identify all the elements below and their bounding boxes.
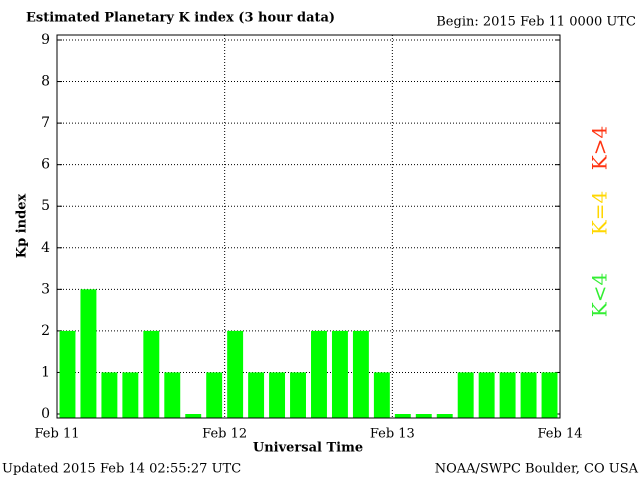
- bar: [59, 330, 76, 418]
- legend-entry: K>4: [588, 126, 612, 170]
- bar: [394, 414, 411, 418]
- legend-entry: K=4: [588, 191, 612, 235]
- legend-entry: K<4: [588, 273, 612, 317]
- bar: [269, 372, 286, 418]
- x-tick-label: Feb 12: [202, 427, 247, 442]
- bar: [290, 372, 306, 418]
- bar: [436, 414, 453, 418]
- bar: [227, 330, 244, 418]
- y-tick-label: 4: [41, 240, 50, 256]
- bar: [499, 372, 516, 418]
- bar: [352, 330, 369, 418]
- y-tick-label: 6: [41, 157, 50, 173]
- x-axis-label: Universal Time: [253, 441, 363, 456]
- footer-left: Updated 2015 Feb 14 02:55:27 UTC: [2, 462, 241, 477]
- bar: [457, 372, 474, 418]
- bar: [415, 414, 432, 418]
- x-tick-label: Feb 13: [370, 427, 415, 442]
- bar: [331, 330, 348, 418]
- y-tick-label: 0: [41, 406, 50, 422]
- y-axis-label: Kp index: [15, 194, 30, 259]
- bar: [80, 289, 97, 418]
- y-tick-label: 2: [41, 323, 50, 339]
- bar: [185, 414, 202, 418]
- y-tick-label: 9: [41, 32, 50, 48]
- begin-label: Begin: 2015 Feb 11 0000 UTC: [436, 15, 636, 30]
- bar: [311, 330, 327, 418]
- bar: [248, 372, 265, 418]
- x-tick-label: Feb 14: [538, 427, 583, 442]
- bar: [541, 372, 558, 418]
- y-tick-label: 1: [41, 364, 50, 380]
- bar: [206, 372, 223, 418]
- chart-title: Estimated Planetary K index (3 hour data…: [26, 11, 335, 26]
- plot-frame: [56, 34, 561, 419]
- x-tick-label: Feb 11: [35, 427, 80, 442]
- bar: [373, 372, 390, 418]
- footer-right: NOAA/SWPC Boulder, CO USA: [435, 462, 639, 477]
- bar: [101, 372, 118, 418]
- y-tick-label: 3: [41, 281, 50, 297]
- y-tick-label: 8: [41, 74, 50, 90]
- bar: [520, 372, 537, 418]
- bar: [143, 330, 160, 418]
- bar: [478, 372, 495, 418]
- bar: [122, 372, 139, 418]
- y-tick-label: 7: [41, 115, 50, 131]
- bar: [164, 372, 181, 418]
- y-tick-label: 5: [41, 198, 50, 214]
